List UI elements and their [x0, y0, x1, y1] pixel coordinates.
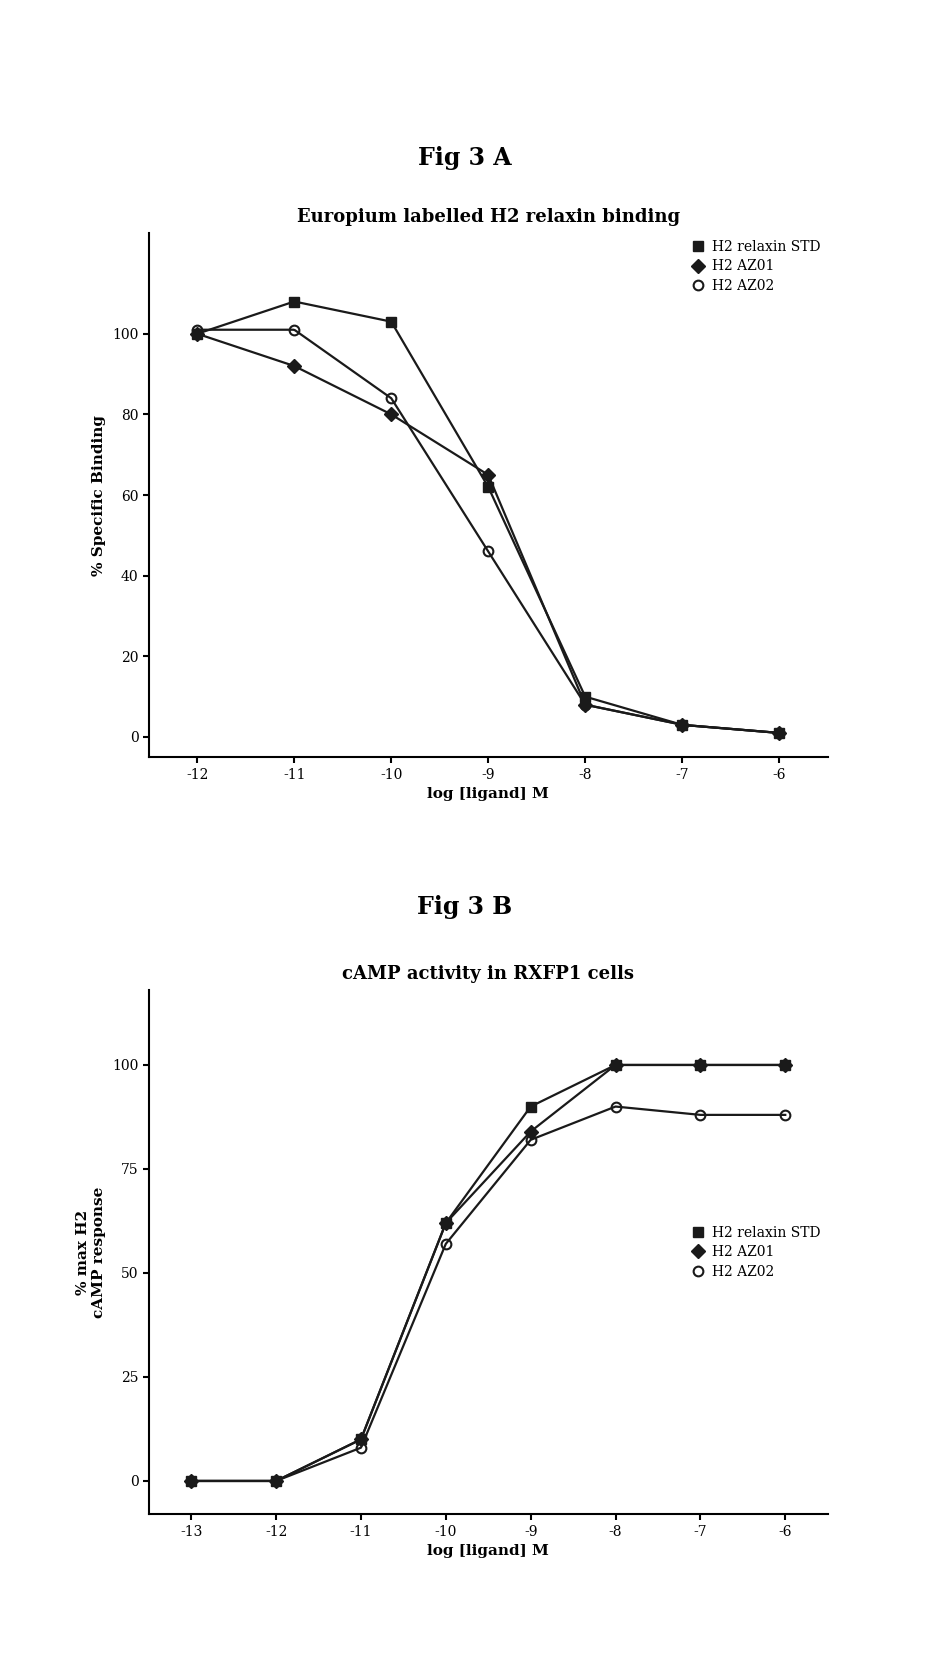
H2 AZ01 — [386, 404, 397, 424]
H2 relaxin STD — [386, 311, 397, 331]
H2 AZ02 — [271, 1471, 282, 1491]
H2 relaxin STD — [288, 291, 299, 311]
H2 AZ02 — [483, 541, 494, 561]
H2 AZ01 — [483, 464, 494, 484]
H2 AZ01 — [186, 1471, 197, 1491]
H2 relaxin STD — [355, 1429, 366, 1449]
H2 AZ02 — [774, 722, 785, 742]
H2 AZ01 — [192, 324, 203, 344]
Line: H2 AZ01: H2 AZ01 — [186, 1060, 790, 1486]
H2 AZ01 — [288, 356, 299, 376]
H2 relaxin STD — [271, 1471, 282, 1491]
H2 relaxin STD — [440, 1213, 451, 1233]
H2 AZ01 — [610, 1055, 621, 1075]
H2 relaxin STD — [779, 1055, 790, 1075]
Legend: H2 relaxin STD, H2 AZ01, H2 AZ02: H2 relaxin STD, H2 AZ01, H2 AZ02 — [690, 240, 821, 293]
Text: Fig 3 B: Fig 3 B — [418, 895, 512, 919]
H2 AZ02 — [440, 1235, 451, 1255]
Legend: H2 relaxin STD, H2 AZ01, H2 AZ02: H2 relaxin STD, H2 AZ01, H2 AZ02 — [690, 1226, 821, 1278]
H2 AZ02 — [355, 1438, 366, 1458]
H2 relaxin STD — [610, 1055, 621, 1075]
H2 AZ01 — [579, 696, 591, 716]
H2 AZ02 — [695, 1105, 706, 1125]
X-axis label: log [ligand] M: log [ligand] M — [427, 787, 550, 800]
H2 AZ01 — [779, 1055, 790, 1075]
X-axis label: log [ligand] M: log [ligand] M — [427, 1544, 550, 1558]
H2 AZ01 — [355, 1429, 366, 1449]
Line: H2 AZ02: H2 AZ02 — [193, 324, 784, 737]
H2 relaxin STD — [695, 1055, 706, 1075]
H2 AZ02 — [579, 696, 591, 716]
Line: H2 relaxin STD: H2 relaxin STD — [186, 1060, 790, 1486]
H2 AZ01 — [525, 1122, 537, 1142]
H2 relaxin STD — [186, 1471, 197, 1491]
H2 AZ02 — [677, 716, 688, 735]
Text: Fig 3 A: Fig 3 A — [418, 146, 512, 170]
H2 relaxin STD — [192, 324, 203, 344]
Title: Europium labelled H2 relaxin binding: Europium labelled H2 relaxin binding — [297, 208, 680, 226]
Y-axis label: % max H2
cAMP response: % max H2 cAMP response — [76, 1186, 106, 1318]
H2 AZ01 — [271, 1471, 282, 1491]
H2 AZ01 — [677, 716, 688, 735]
Y-axis label: % Specific Binding: % Specific Binding — [92, 414, 106, 576]
Line: H2 relaxin STD: H2 relaxin STD — [193, 296, 784, 737]
Line: H2 AZ01: H2 AZ01 — [193, 329, 784, 737]
H2 relaxin STD — [677, 716, 688, 735]
H2 AZ02 — [186, 1471, 197, 1491]
H2 AZ02 — [192, 319, 203, 339]
H2 relaxin STD — [483, 478, 494, 498]
H2 relaxin STD — [774, 722, 785, 742]
H2 AZ02 — [386, 388, 397, 408]
H2 AZ02 — [779, 1105, 790, 1125]
H2 relaxin STD — [579, 687, 591, 707]
H2 AZ02 — [525, 1130, 537, 1150]
H2 AZ01 — [695, 1055, 706, 1075]
H2 AZ02 — [610, 1097, 621, 1117]
H2 AZ02 — [288, 319, 299, 339]
H2 relaxin STD — [525, 1097, 537, 1117]
H2 AZ01 — [440, 1213, 451, 1233]
H2 AZ01 — [774, 722, 785, 742]
Line: H2 AZ02: H2 AZ02 — [186, 1102, 790, 1486]
Title: cAMP activity in RXFP1 cells: cAMP activity in RXFP1 cells — [342, 965, 634, 983]
